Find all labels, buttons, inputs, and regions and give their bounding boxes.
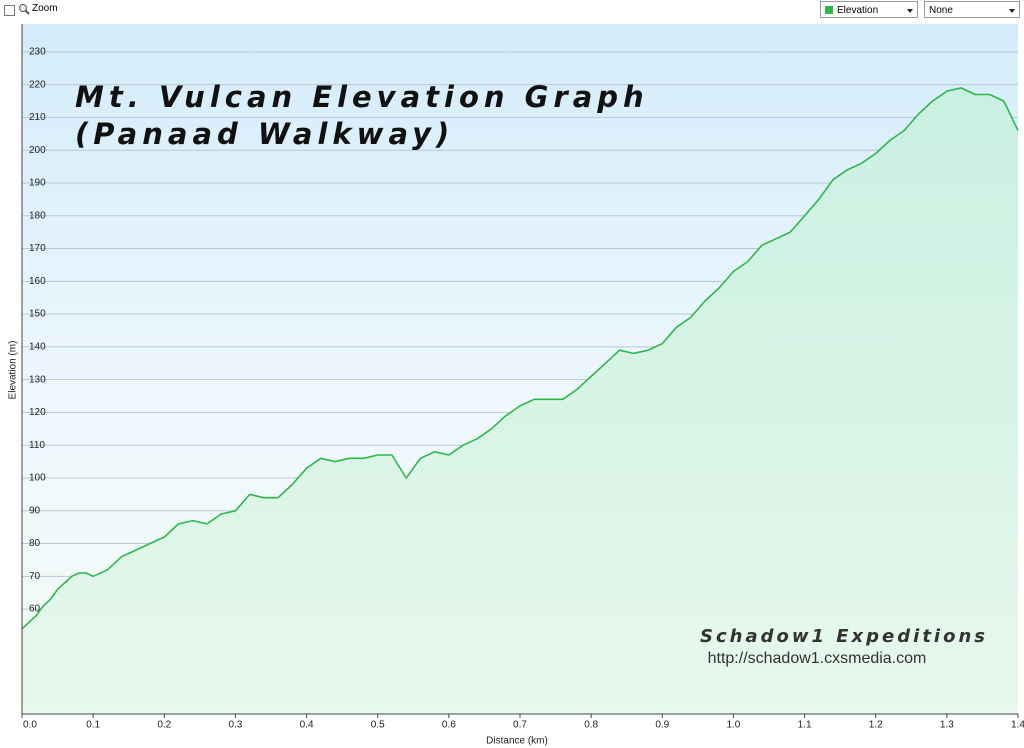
annotation: Schadow1 Expeditions: [700, 626, 988, 647]
x-tick-label: 0.4: [300, 720, 314, 731]
x-tick-label: 0.7: [513, 720, 527, 731]
y-tick-label: 90: [29, 505, 41, 516]
x-tick-label: 0.9: [655, 720, 669, 731]
y-tick-label: 180: [29, 210, 46, 221]
legend-label: Elevation: [837, 5, 879, 16]
y-tick-label: 160: [29, 276, 46, 287]
y-tick-label: 70: [29, 571, 41, 582]
zoom-icon: [19, 4, 30, 15]
x-tick-label: 1.3: [940, 720, 954, 731]
y-axis-title: Elevation (m): [8, 341, 19, 400]
x-axis-title: Distance (km): [486, 736, 548, 747]
x-tick-label: 1.2: [869, 720, 883, 731]
second-dropdown[interactable]: None: [924, 1, 1020, 18]
y-tick-label: 150: [29, 309, 46, 320]
y-tick-label: 120: [29, 407, 46, 418]
x-tick-label: 0.0: [23, 720, 37, 731]
x-tick-label: 1.0: [726, 720, 740, 731]
x-tick-label: 0.1: [86, 720, 100, 731]
x-tick-label: 0.3: [228, 720, 242, 731]
x-tick-label: 0.8: [584, 720, 598, 731]
x-tick-label: 0.6: [442, 720, 456, 731]
y-tick-label: 100: [29, 473, 46, 484]
dropdown-label: None: [929, 5, 953, 16]
y-tick-label: 140: [29, 342, 46, 353]
chart-title: Mt. Vulcan Elevation Graph: [75, 80, 649, 114]
legend-swatch: [825, 6, 833, 14]
x-tick-label: 1.4: [1011, 720, 1024, 731]
y-tick-label: 130: [29, 374, 46, 385]
x-tick-label: 0.5: [371, 720, 385, 731]
x-tick-label: 0.2: [157, 720, 171, 731]
series-dropdown[interactable]: Elevation: [820, 1, 918, 18]
y-tick-label: 60: [29, 604, 41, 615]
zoom-label: Zoom: [32, 3, 58, 14]
y-tick-label: 210: [29, 112, 46, 123]
y-tick-label: 110: [29, 440, 45, 451]
zoom-checkbox[interactable]: [4, 5, 15, 16]
y-tick-label: 80: [29, 538, 41, 549]
y-tick-label: 170: [29, 243, 46, 254]
y-tick-label: 190: [29, 178, 46, 189]
area-fill: [22, 87, 1018, 714]
line: [21, 87, 1019, 630]
y-tick-label: 230: [29, 47, 46, 58]
chart-subtitle: (Panaad Walkway): [75, 117, 454, 151]
toolbar: Zoom Elevation None: [0, 0, 1024, 22]
annotation: http://schadow1.cxsmedia.com: [708, 650, 927, 667]
x-tick-label: 1.1: [798, 720, 812, 731]
y-tick-label: 220: [29, 79, 46, 90]
y-tick-label: 200: [29, 145, 46, 156]
